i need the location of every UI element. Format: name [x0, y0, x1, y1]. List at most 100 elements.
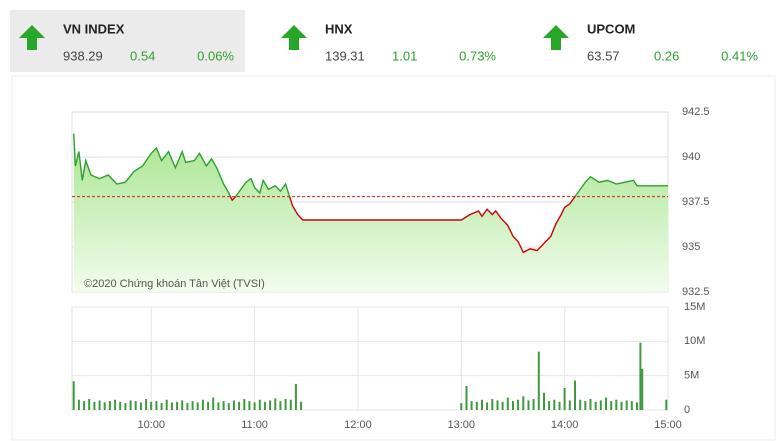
- y-tick-label: 10M: [684, 335, 705, 347]
- volume-bar: [170, 402, 173, 410]
- up-arrow: [19, 25, 45, 50]
- x-tick-label: 11:00: [241, 419, 268, 431]
- volume-bar: [553, 399, 556, 410]
- volume-bar: [269, 400, 272, 410]
- x-tick-label: 14:00: [551, 419, 579, 431]
- volume-bar: [201, 399, 204, 410]
- volume-bar: [543, 392, 545, 410]
- volume-bar: [160, 403, 163, 410]
- volume-bar: [491, 399, 494, 410]
- volume-bar: [238, 401, 241, 410]
- volume-bar: [501, 401, 504, 410]
- volume-bar: [165, 399, 168, 410]
- volume-bar: [568, 400, 571, 410]
- volume-bar: [258, 399, 261, 410]
- index-change-pct: 0.41%: [721, 48, 758, 63]
- y-tick-label: 932.5: [682, 286, 710, 298]
- volume-bar: [139, 402, 142, 410]
- volume-bar: [129, 400, 132, 410]
- volume-bar: [181, 400, 184, 410]
- index-change-pct: 0.73%: [459, 48, 496, 63]
- up-arrow: [543, 25, 569, 50]
- volume-bar: [579, 399, 582, 410]
- volume-bar: [93, 401, 96, 410]
- volume-bar: [253, 402, 256, 410]
- volume-bar: [150, 401, 153, 410]
- volume-bar: [263, 401, 266, 410]
- volume-bar: [77, 399, 80, 410]
- volume-bar: [548, 401, 551, 410]
- y-tick-label: 0: [684, 404, 690, 416]
- volume-bar: [176, 401, 179, 410]
- volume-bar: [134, 401, 137, 410]
- volume-bar: [599, 400, 602, 410]
- volume-bar: [212, 397, 215, 410]
- volume-bar: [610, 401, 613, 410]
- volume-bar: [527, 400, 530, 410]
- index-name: VN INDEX: [63, 21, 125, 36]
- index-value: 63.57: [587, 48, 620, 63]
- volume-bar: [465, 386, 468, 410]
- volume-bar: [227, 403, 230, 410]
- volume-bar: [574, 380, 576, 410]
- x-tick-label: 15:00: [654, 419, 682, 431]
- volume-bar: [88, 399, 91, 410]
- volume-bar: [274, 398, 277, 410]
- y-tick-label: 937.5: [682, 196, 710, 208]
- y-tick-label: 942.5: [682, 106, 710, 118]
- volume-bar: [124, 403, 127, 410]
- volume-bar: [191, 401, 194, 410]
- index-name: HNX: [325, 21, 353, 36]
- volume-bar: [119, 401, 122, 410]
- volume-bar: [108, 401, 111, 410]
- volume-bar: [232, 400, 235, 410]
- price-area: [73, 133, 668, 292]
- y-tick-label: 940: [682, 151, 700, 163]
- volume-bar: [284, 399, 287, 410]
- index-name: UPCOM: [587, 21, 635, 36]
- volume-bar: [620, 401, 623, 410]
- index-change: 0.26: [654, 48, 679, 63]
- annotation: ©2020 Chứng khoán Tân Việt (TVSI): [84, 278, 265, 290]
- volume-bar: [615, 399, 618, 410]
- volume-bar: [248, 401, 251, 410]
- volume-bar: [460, 403, 463, 410]
- x-tick-label: 10:00: [137, 419, 165, 431]
- x-tick-label: 12:00: [344, 419, 372, 431]
- volume-bar: [589, 399, 592, 410]
- volume-bar: [155, 401, 158, 410]
- price-line: [73, 133, 668, 254]
- volume-bar: [594, 401, 597, 410]
- volume-bar: [300, 401, 303, 410]
- volume-bar: [496, 400, 499, 410]
- chart-panel: [11, 75, 776, 441]
- selected-tab[interactable]: [10, 10, 245, 72]
- volume-bar: [98, 400, 101, 410]
- volume-bar: [207, 401, 210, 410]
- volume-bar: [294, 383, 297, 410]
- index-value: 938.29: [63, 48, 103, 63]
- volume-bar: [114, 399, 117, 410]
- volume-bar: [522, 396, 525, 410]
- y-tick-label: 15M: [684, 301, 705, 313]
- volume-bar: [517, 399, 520, 410]
- volume-bar: [512, 401, 514, 410]
- y-tick-label: 935: [682, 241, 700, 253]
- volume-bar: [605, 397, 607, 410]
- volume-bar: [506, 397, 509, 410]
- volume-bar: [83, 401, 86, 410]
- volume-bar: [641, 368, 644, 410]
- volume-bar: [243, 399, 246, 410]
- volume-bar: [222, 401, 225, 410]
- volume-bar: [72, 381, 75, 410]
- volume-bar: [217, 402, 220, 410]
- index-change: 0.54: [130, 48, 155, 63]
- volume-bar: [279, 401, 282, 410]
- volume-bar: [486, 402, 489, 410]
- volume-bar: [145, 399, 148, 410]
- volume-bar: [563, 388, 566, 410]
- volume-bar: [289, 399, 292, 410]
- y-tick-label: 5M: [684, 370, 699, 382]
- up-arrow: [281, 25, 307, 50]
